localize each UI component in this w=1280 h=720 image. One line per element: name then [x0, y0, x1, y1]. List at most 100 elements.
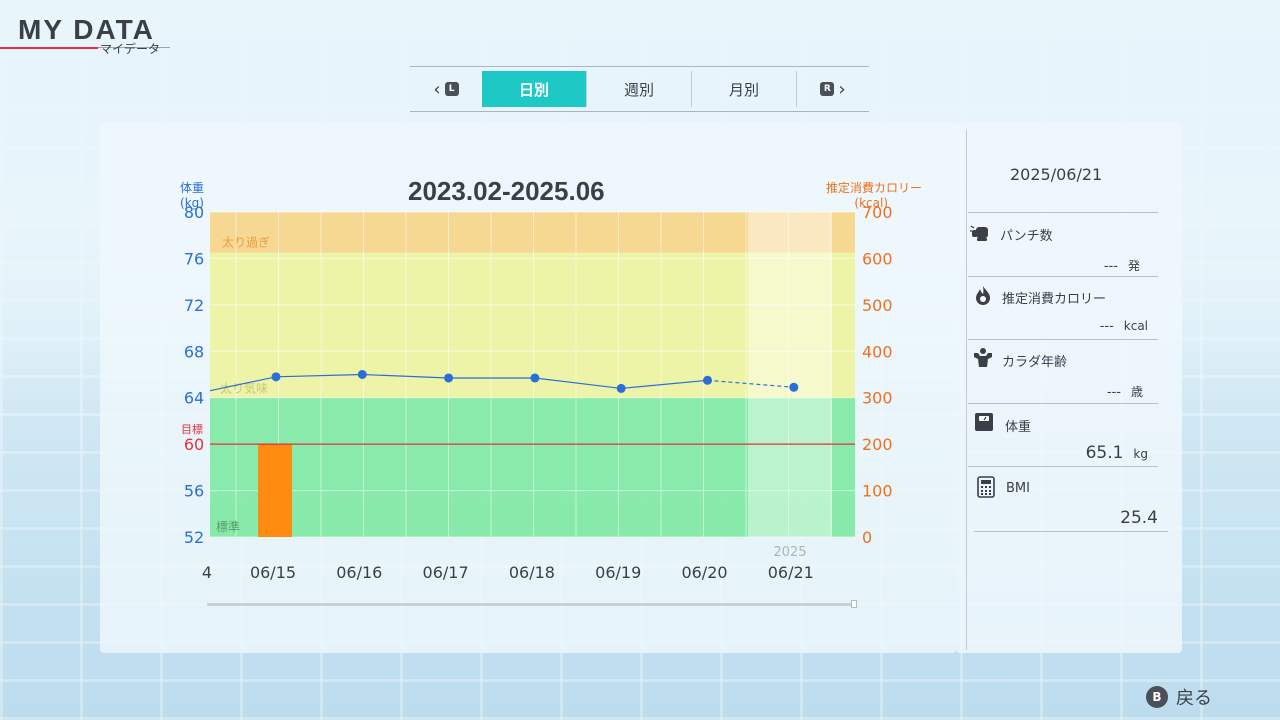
calorie-tick-label: 500 — [862, 296, 893, 315]
punch-count-unit: 発 — [1127, 259, 1140, 273]
scale-icon — [975, 413, 993, 431]
weight-axis-unit: (kg) — [180, 196, 204, 210]
flame-icon — [976, 286, 990, 305]
weight-tick-label: 68 — [184, 342, 204, 361]
stats-divider — [968, 212, 1158, 213]
zone-slightly-overweight — [210, 252, 855, 398]
zone-label-normal: 標準 — [216, 519, 240, 534]
stats-divider — [968, 466, 1158, 467]
calorie-tick-label: 400 — [862, 342, 893, 361]
calorie-tick-label: 300 — [862, 389, 893, 408]
selected-day-highlight — [748, 212, 832, 537]
weight-unit: kg — [1133, 447, 1148, 461]
weight-point — [271, 372, 281, 382]
chevron-left-icon: ‹ — [433, 78, 441, 100]
muscle-body-icon — [974, 348, 992, 367]
prev-tab-button[interactable]: ‹ L — [410, 67, 482, 111]
weight-tick-label: 60 — [184, 435, 204, 454]
x-tick-label: 06/19 — [595, 563, 641, 582]
weight-line-projection — [707, 379, 794, 388]
page-title: MY DATA — [18, 14, 155, 45]
zone-overweight — [210, 212, 855, 253]
calorie-bar — [258, 444, 292, 537]
bmi-label: BMI — [1006, 481, 1030, 496]
panel-divider — [966, 130, 967, 650]
zone-label-slightly-overweight: 太り気味 — [220, 381, 268, 396]
page-subtitle: マイデータ — [100, 42, 161, 56]
weight-label: 体重 — [1005, 420, 1032, 435]
weight-point — [703, 375, 712, 385]
calorie-tick-label: 200 — [862, 435, 893, 454]
tab-divider — [586, 71, 587, 107]
weight-tick-label: 76 — [184, 249, 204, 268]
back-button[interactable]: B 戻る — [1146, 684, 1212, 710]
chart-scrollbar-thumb[interactable] — [851, 600, 857, 608]
weight-value: 65.1 kg — [1086, 443, 1148, 463]
weight-tick-label: 56 — [184, 482, 204, 501]
target-label: 目標 — [181, 422, 203, 436]
stats-divider — [968, 276, 1158, 277]
tab-daily[interactable]: 日別 — [482, 71, 586, 107]
weight-tick-label: 64 — [184, 389, 204, 408]
b-button-icon: B — [1146, 686, 1168, 708]
weight-point — [616, 383, 626, 393]
r-button-icon: R — [820, 82, 835, 96]
x-tick-label: 06/17 — [423, 563, 469, 582]
calorie-value: --- kcal — [1100, 319, 1148, 334]
calorie-axis-title: 推定消費カロリー (kcal) — [826, 181, 922, 211]
punch-count-number: --- — [1103, 259, 1118, 274]
calorie-tick-label: 0 — [862, 528, 872, 547]
chart-scrollbar-track[interactable] — [207, 603, 857, 606]
stats-panel — [956, 123, 1182, 653]
body-age-unit: 歳 — [1130, 385, 1143, 399]
tab-monthly[interactable]: 月別 — [728, 80, 759, 99]
zone-label-overweight: 太り過ぎ — [222, 235, 270, 250]
body-age-number: --- — [1106, 385, 1121, 400]
tab-divider — [796, 71, 797, 107]
zone-normal — [210, 397, 855, 537]
punch-count-label: パンチ数 — [1000, 229, 1053, 244]
back-label: 戻る — [1176, 688, 1212, 709]
calorie-axis-label: 推定消費カロリー — [826, 181, 923, 195]
calorie-label: 推定消費カロリー — [1002, 292, 1107, 307]
body-age-value: --- 歳 — [1107, 383, 1143, 400]
weight-point — [530, 373, 540, 383]
x-tick-label: 06/15 — [250, 563, 296, 582]
header-divider-line — [98, 47, 170, 48]
calorie-number: --- — [1099, 319, 1114, 334]
x-tick-label: 06/18 — [509, 563, 555, 582]
weight-number: 65.1 — [1085, 443, 1124, 463]
year-label: 2025 — [773, 545, 806, 560]
calorie-unit: kcal — [1123, 319, 1148, 333]
header-accent-line — [0, 47, 98, 49]
glove-icon — [970, 225, 988, 241]
weight-axis-title: 体重 (kg) — [180, 181, 204, 211]
weight-tick-label: 80 — [184, 203, 204, 222]
stats-divider — [974, 531, 1168, 532]
weight-point — [789, 382, 799, 392]
weight-axis-label: 体重 — [180, 181, 205, 195]
stats-divider — [968, 403, 1158, 404]
x-tick-label: 06/21 — [768, 563, 814, 582]
calorie-tick-label: 700 — [862, 203, 893, 222]
chevron-right-icon: › — [838, 78, 846, 100]
weight-point — [444, 373, 454, 383]
calorie-axis-unit: (kcal) — [854, 196, 889, 210]
calorie-tick-label: 100 — [862, 482, 893, 501]
next-tab-button[interactable]: R › — [797, 67, 869, 111]
weight-point — [357, 370, 367, 379]
chart-title: 2023.02-2025.06 — [408, 176, 605, 206]
calorie-tick-label: 600 — [862, 249, 893, 268]
weight-tick-label: 52 — [184, 528, 204, 547]
x-tick-label: 06/16 — [336, 563, 382, 582]
body-age-label: カラダ年齢 — [1002, 355, 1068, 370]
period-tab-bar: ‹ L 日別 週別 月別 R › — [410, 66, 869, 112]
punch-count-value: --- 発 — [1104, 257, 1140, 274]
x-tick-label-partial: 4 — [202, 563, 212, 582]
bmi-value: 25.4 — [1120, 508, 1158, 528]
x-tick-label: 06/20 — [681, 563, 727, 582]
tab-divider — [691, 71, 692, 107]
weight-tick-label: 72 — [184, 296, 204, 315]
tab-weekly[interactable]: 週別 — [623, 80, 654, 99]
